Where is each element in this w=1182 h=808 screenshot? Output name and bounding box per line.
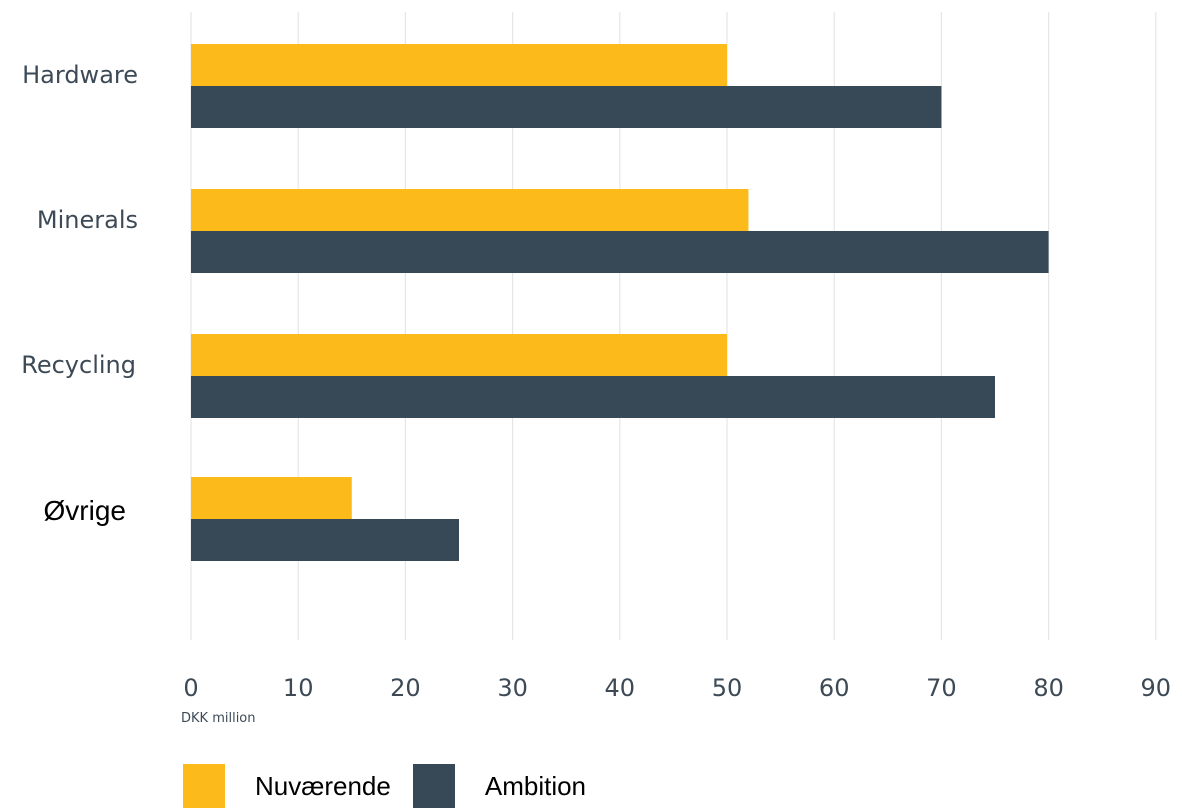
x-tick-label: 60 [819,674,850,702]
bar-nuvaerende-0 [191,44,727,86]
category-label: Minerals [37,206,138,234]
bar-ambition-1 [191,231,1049,273]
bar-nuvaerende-1 [191,189,749,231]
category-label: Hardware [22,61,138,89]
bar-chart: Hardware Minerals Recycling Øvrige 0 10 20 30 4… [21,12,1171,726]
legend: Nuværende Ambition [183,764,608,808]
bar-nuvaerende-2 [191,334,727,376]
x-tick-label: 90 [1141,674,1172,702]
legend-item-ambition: Ambition [412,764,587,808]
x-tick-label: 0 [183,674,198,702]
legend-swatch-nuvaerende [183,764,225,808]
x-axis-ticks: 0 10 20 30 40 50 60 70 80 90 [183,674,1171,702]
bar-nuvaerende-3 [191,477,352,519]
legend-label-ambition: Ambition [484,770,587,801]
x-tick-label: 40 [605,674,636,702]
bars [191,44,1049,561]
bar-ambition-0 [191,86,942,128]
x-tick-label: 50 [712,674,743,702]
x-tick-label: 80 [1033,674,1064,702]
legend-item-nuvaerende: Nuværende [183,764,391,808]
x-tick-label: 20 [390,674,421,702]
bar-ambition-2 [191,376,995,418]
x-tick-label: 70 [926,674,957,702]
x-tick-label: 30 [497,674,528,702]
category-label: Recycling [21,351,136,379]
legend-label-nuvaerende: Nuværende [255,770,391,801]
category-label: Øvrige [44,495,126,526]
legend-swatch-ambition [412,764,455,808]
x-axis-label: DKK million [181,711,256,726]
bar-ambition-3 [191,519,459,561]
category-labels: Hardware Minerals Recycling Øvrige [21,61,138,526]
x-tick-label: 10 [283,674,314,702]
